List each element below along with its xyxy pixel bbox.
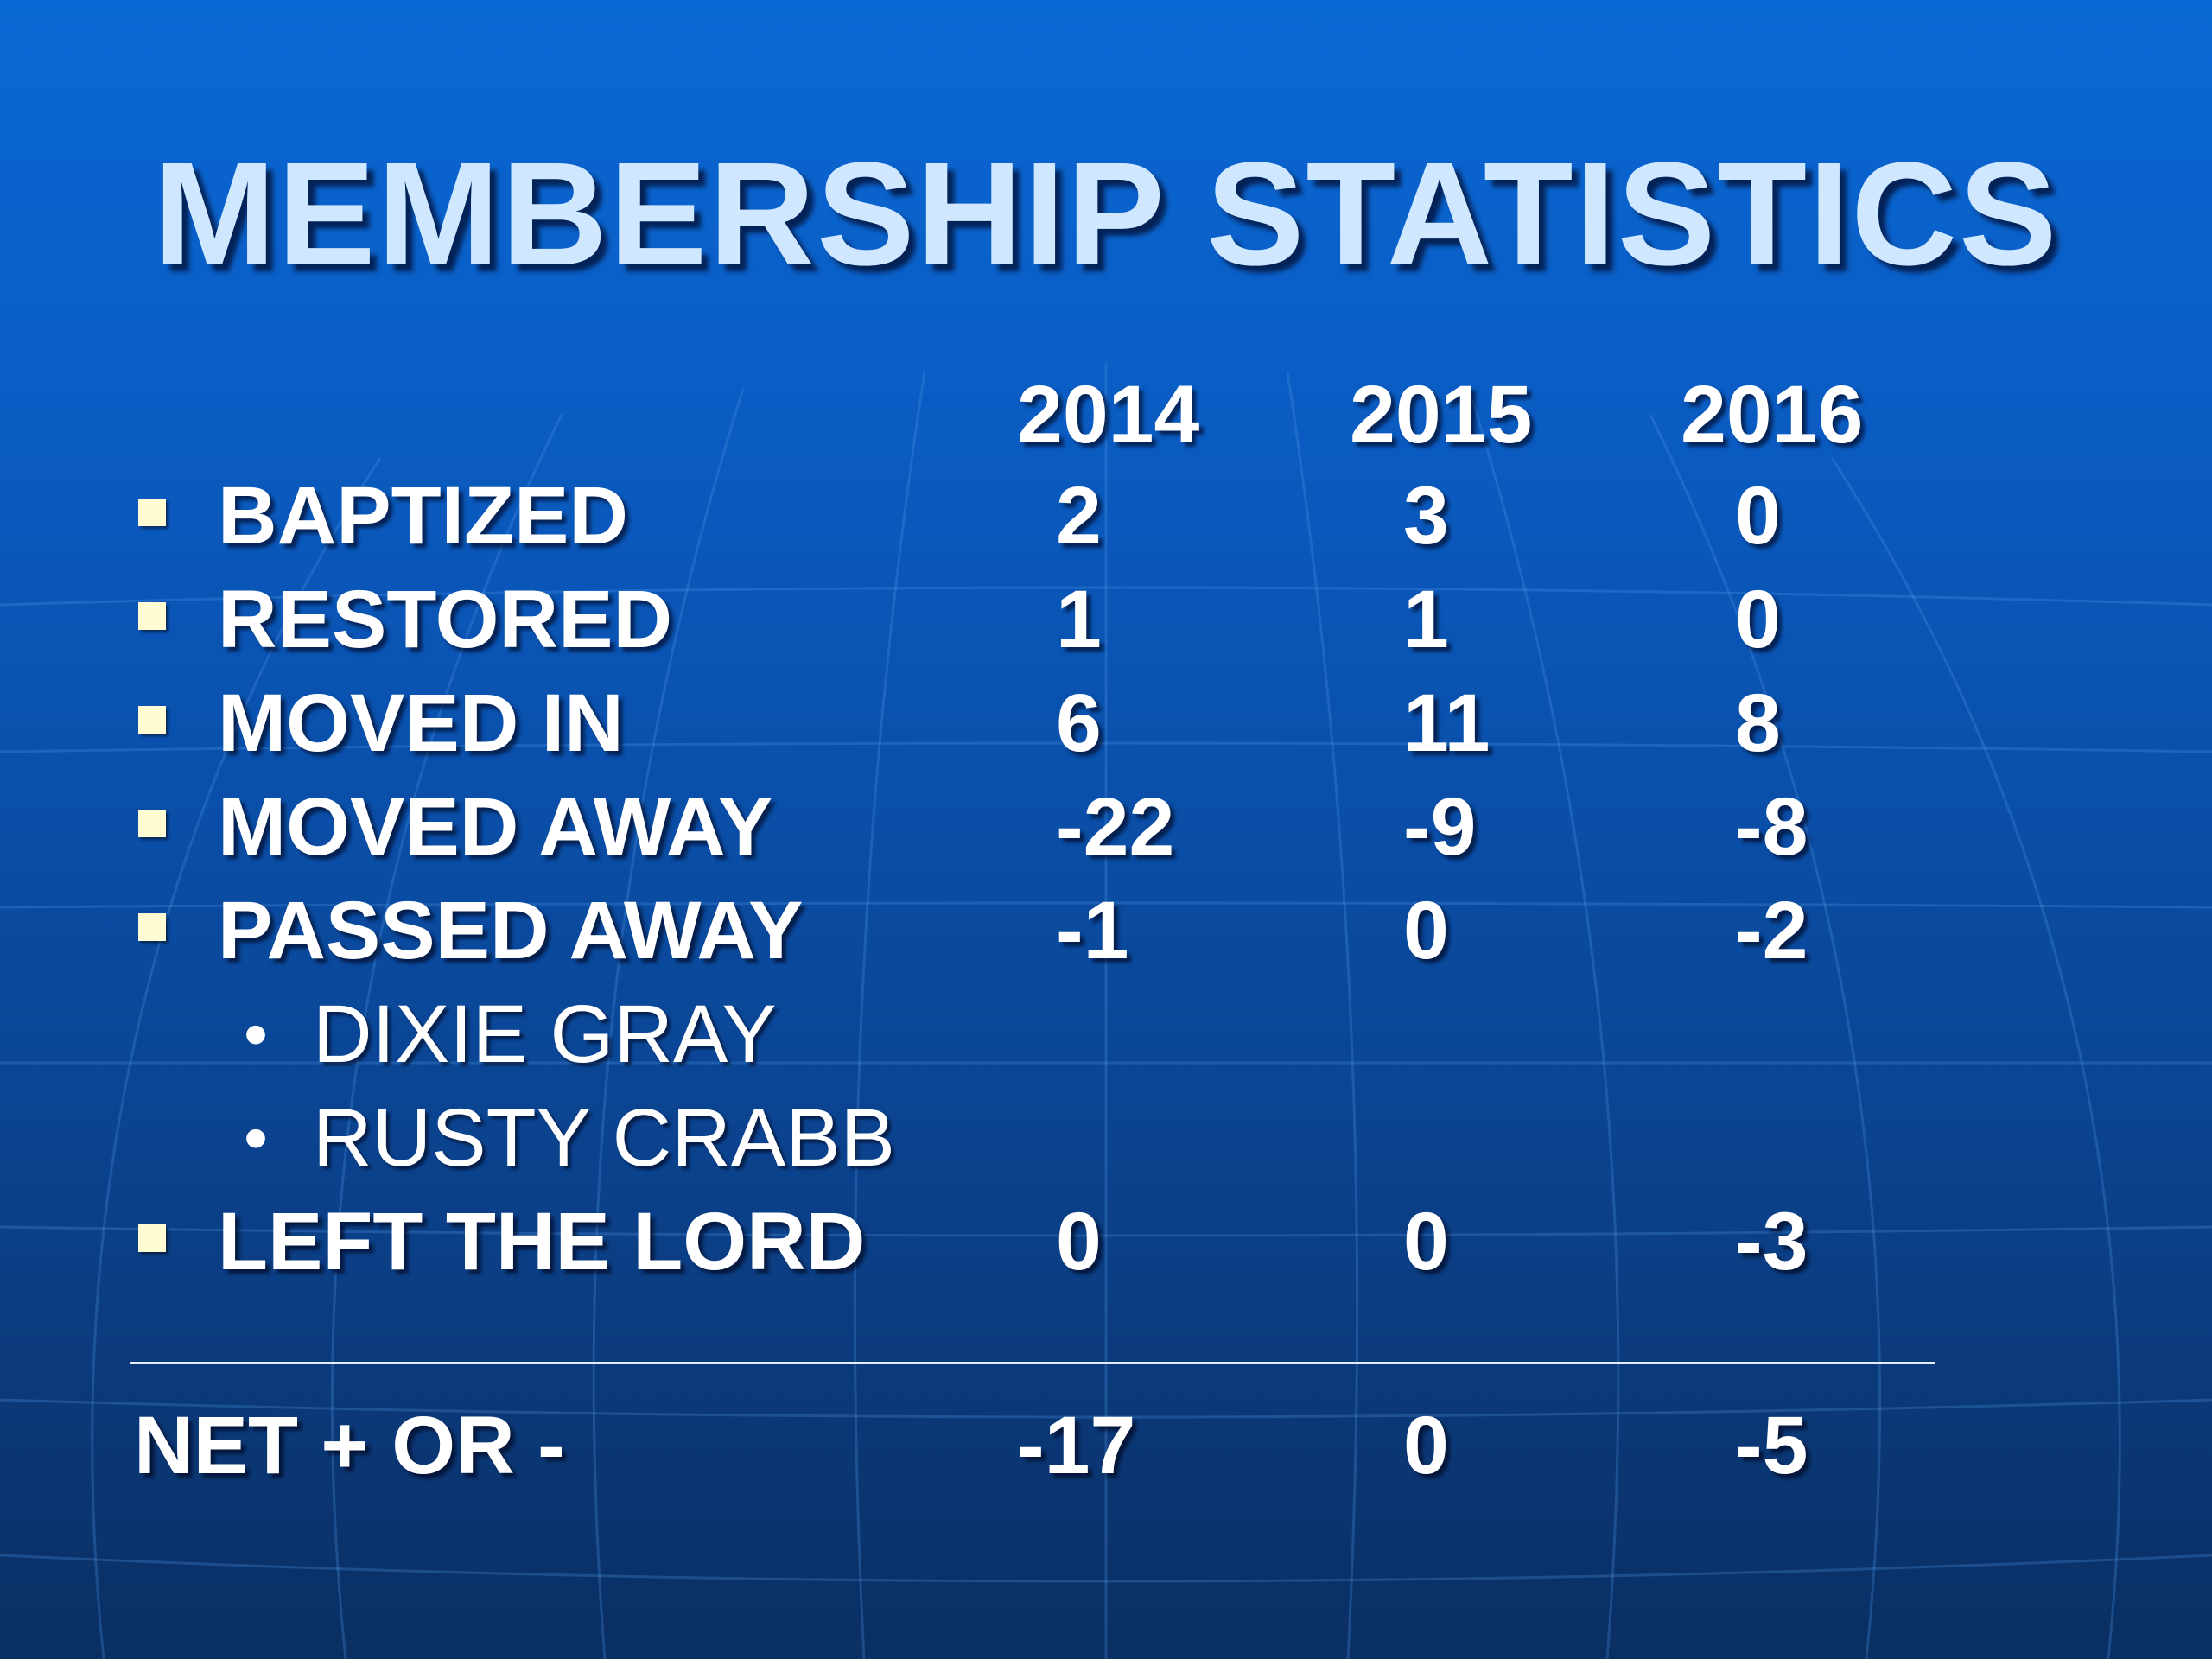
row-passed-away: PASSED AWAY -1 0 -2: [0, 879, 2212, 982]
value-2015: 1: [1403, 574, 1449, 665]
value-2016: 8: [1735, 677, 1781, 769]
year-2016: 2016: [1681, 369, 1864, 461]
square-bullet-icon: [138, 810, 166, 837]
year-2014: 2014: [1017, 369, 1200, 461]
row-restored: RESTORED 1 1 0: [0, 568, 2212, 671]
value-2016: -3: [1735, 1196, 1808, 1287]
value-2014: 6: [1056, 677, 1102, 769]
net-value-2014: -17: [1017, 1400, 1136, 1491]
divider-line: [130, 1362, 1936, 1364]
value-2015: 11: [1403, 677, 1491, 769]
value-2014: 1: [1056, 574, 1102, 665]
value-2016: -2: [1735, 885, 1808, 976]
square-bullet-icon: [138, 1224, 166, 1252]
row-label: MOVED AWAY: [218, 781, 773, 873]
slide-title: MEMBERSHIP STATISTICS: [153, 132, 2059, 296]
value-2016: -8: [1735, 781, 1808, 873]
sub-item-label: RUSTY CRABB: [313, 1092, 895, 1184]
value-2015: 0: [1403, 885, 1449, 976]
square-bullet-icon: [138, 499, 166, 526]
value-2014: 2: [1056, 470, 1102, 562]
net-value-2016: -5: [1735, 1400, 1808, 1491]
row-baptized: BAPTIZED 2 3 0: [0, 464, 2212, 568]
row-left-the-lord: LEFT THE LORD 0 0 -3: [0, 1190, 2212, 1294]
value-2014: -22: [1056, 781, 1175, 873]
value-2016: 0: [1735, 470, 1781, 562]
row-moved-in: MOVED IN 6 11 8: [0, 671, 2212, 775]
value-2015: 0: [1403, 1196, 1449, 1287]
value-2015: 3: [1403, 470, 1449, 562]
sub-item-dixie-gray: • DIXIE GRAY: [0, 982, 2212, 1086]
value-2015: -9: [1403, 781, 1477, 873]
row-label: BAPTIZED: [218, 470, 628, 562]
square-bullet-icon: [138, 602, 166, 630]
value-2014: 0: [1056, 1196, 1102, 1287]
value-2014: -1: [1056, 885, 1129, 976]
sub-item-label: DIXIE GRAY: [313, 988, 777, 1080]
year-header: 2014 2015 2016: [0, 372, 2212, 458]
square-bullet-icon: [138, 706, 166, 734]
sub-item-rusty-crabb: • RUSTY CRABB: [0, 1086, 2212, 1190]
row-label: PASSED AWAY: [218, 885, 804, 976]
net-value-2015: 0: [1403, 1400, 1449, 1491]
value-2016: 0: [1735, 574, 1781, 665]
net-label: NET + OR -: [134, 1400, 565, 1491]
row-label: MOVED IN: [218, 677, 624, 769]
row-net: NET + OR - -17 0 -5: [0, 1394, 2212, 1497]
round-bullet-icon: •: [244, 1099, 269, 1176]
square-bullet-icon: [138, 913, 166, 941]
round-bullet-icon: •: [244, 995, 269, 1072]
year-2015: 2015: [1350, 369, 1533, 461]
row-label: RESTORED: [218, 574, 673, 665]
row-label: LEFT THE LORD: [218, 1196, 866, 1287]
row-moved-away: MOVED AWAY -22 -9 -8: [0, 775, 2212, 879]
